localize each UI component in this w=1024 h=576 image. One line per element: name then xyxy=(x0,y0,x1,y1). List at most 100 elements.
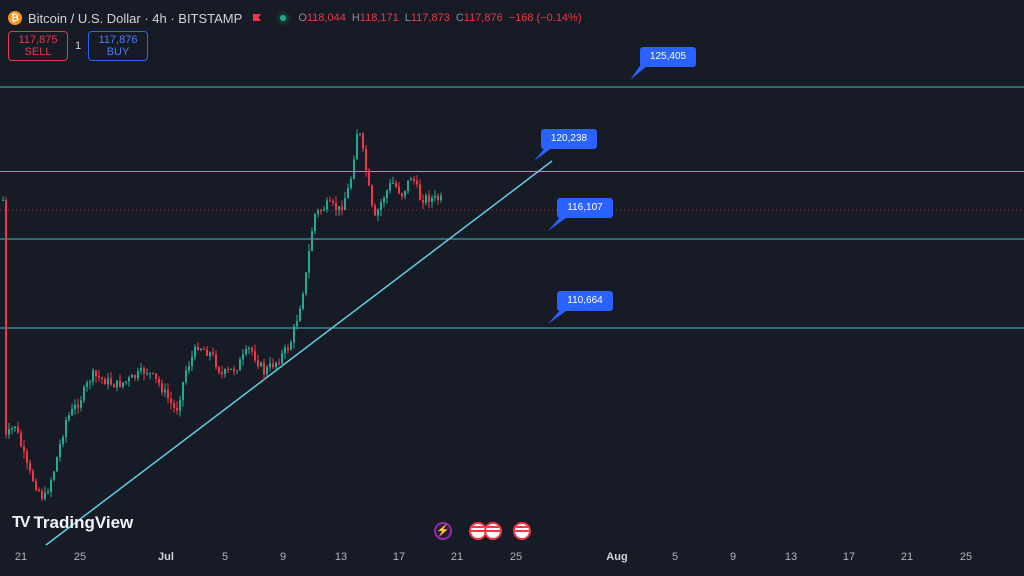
candle-body xyxy=(428,195,430,203)
level-callout[interactable]: 125,405 xyxy=(640,47,696,67)
candle-body xyxy=(326,200,328,210)
candle-body xyxy=(194,346,196,357)
candle-body xyxy=(269,363,271,368)
candle-body xyxy=(128,377,130,382)
level-callout[interactable]: 110,664 xyxy=(557,291,613,311)
candle-body xyxy=(17,426,19,433)
candle-body xyxy=(389,183,391,191)
candle-body xyxy=(329,200,331,202)
candle-body xyxy=(308,250,310,273)
candle-body xyxy=(392,182,394,184)
candle-body xyxy=(260,362,262,367)
candle-body xyxy=(218,367,220,373)
us-flag-icon[interactable] xyxy=(484,522,502,540)
candle-body xyxy=(59,444,61,458)
time-axis-label: 5 xyxy=(671,551,679,563)
close-value: 117,876 xyxy=(463,12,503,24)
candle-body xyxy=(365,148,367,171)
candle-body xyxy=(314,213,316,232)
candle-body xyxy=(362,133,364,149)
buy-label: BUY xyxy=(106,46,130,58)
candle-body xyxy=(338,206,340,211)
time-axis-label: 9 xyxy=(279,551,287,563)
time-axis-label: 25 xyxy=(959,551,973,563)
candle-body xyxy=(353,159,355,179)
candle-body xyxy=(215,354,217,368)
candle-body xyxy=(299,308,301,322)
quantity-value[interactable]: 1 xyxy=(74,40,82,52)
symbol-title[interactable]: Bitcoin / U.S. Dollar · 4h · BITSTAMP xyxy=(28,10,243,26)
candle-body xyxy=(254,351,256,361)
candle-body xyxy=(161,383,163,393)
candle-body xyxy=(263,362,265,375)
candle-body xyxy=(119,380,121,387)
tradingview-mark-icon: TV xyxy=(12,514,31,531)
candle-body xyxy=(20,432,22,447)
level-callout[interactable]: 116,107 xyxy=(557,198,613,218)
candle-body xyxy=(125,381,127,383)
flag-icon[interactable] xyxy=(252,13,262,23)
candle-body xyxy=(278,362,280,364)
candle-body xyxy=(35,481,37,490)
candle-body xyxy=(344,198,346,210)
sell-price: 117,875 xyxy=(18,34,58,46)
us-flag-icon[interactable] xyxy=(513,522,531,540)
change-value: −168 (−0.14%) xyxy=(508,12,582,24)
candle-body xyxy=(44,492,46,499)
tradingview-logo[interactable]: TV TradingView xyxy=(12,513,133,533)
candle-body xyxy=(137,371,139,379)
candle-body xyxy=(257,360,259,367)
candle-body xyxy=(341,206,343,210)
candle-body xyxy=(245,349,247,355)
candle-body xyxy=(347,188,349,199)
candle-body xyxy=(104,378,106,385)
candle-body xyxy=(332,200,334,203)
candle-body xyxy=(2,199,4,201)
candle-body xyxy=(197,346,199,350)
candle-body xyxy=(8,428,10,435)
candle-body xyxy=(242,354,244,360)
candle-body xyxy=(227,369,229,371)
candle-body xyxy=(107,378,109,385)
candle-body xyxy=(437,195,439,201)
time-axis-label: 25 xyxy=(509,551,523,563)
candle-body xyxy=(98,376,100,378)
candle-body xyxy=(152,372,154,374)
time-axis-label: 9 xyxy=(729,551,737,563)
candle-body xyxy=(173,403,175,408)
market-status-icon[interactable] xyxy=(276,11,291,25)
candle-body xyxy=(188,366,190,371)
candle-body xyxy=(302,293,304,309)
buy-button[interactable]: 117,876 BUY xyxy=(88,31,148,61)
trend-line xyxy=(45,160,553,546)
candle-body xyxy=(179,400,181,411)
candle-body xyxy=(65,419,67,438)
candle-body xyxy=(311,231,313,251)
candle-body xyxy=(212,352,214,355)
low-value: 117,873 xyxy=(410,12,450,24)
time-axis-label: Aug xyxy=(606,551,628,563)
candle-body xyxy=(101,377,103,379)
ohlc-values: O118,044 H118,171 L117,873 C117,876 −168 (−0… xyxy=(298,12,582,24)
candle-body xyxy=(434,195,436,198)
brand-name: TradingView xyxy=(33,513,134,532)
candle-body xyxy=(323,209,325,211)
candle-body xyxy=(185,370,187,383)
candle-body xyxy=(275,362,277,368)
candle-body xyxy=(77,404,79,408)
candle-body xyxy=(209,352,211,357)
lightning-icon[interactable]: ⚡ xyxy=(434,522,452,540)
candle-body xyxy=(170,398,172,404)
candle-body xyxy=(287,347,289,350)
candle-body xyxy=(47,491,49,493)
candle-body xyxy=(407,180,409,191)
candle-body xyxy=(14,426,16,429)
candle-body xyxy=(374,205,376,216)
level-callout[interactable]: 120,238 xyxy=(541,129,597,149)
sell-button[interactable]: 117,875 SELL xyxy=(8,31,68,61)
candle-body xyxy=(281,353,283,364)
candle-body xyxy=(95,370,97,377)
candle-body xyxy=(248,347,250,350)
time-axis-label: Jul xyxy=(158,551,174,563)
